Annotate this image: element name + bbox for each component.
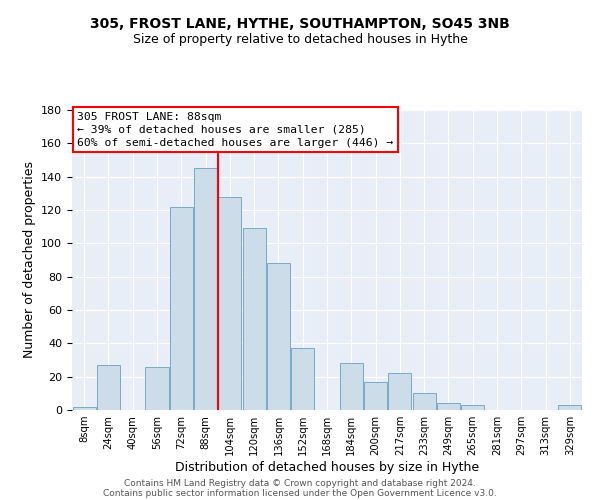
- Text: Size of property relative to detached houses in Hythe: Size of property relative to detached ho…: [133, 32, 467, 46]
- Text: Contains public sector information licensed under the Open Government Licence v3: Contains public sector information licen…: [103, 488, 497, 498]
- Bar: [364, 382, 387, 410]
- Bar: [145, 366, 169, 410]
- Bar: [194, 168, 217, 410]
- Y-axis label: Number of detached properties: Number of detached properties: [23, 162, 35, 358]
- Bar: [437, 404, 460, 410]
- X-axis label: Distribution of detached houses by size in Hythe: Distribution of detached houses by size …: [175, 461, 479, 474]
- Bar: [340, 364, 363, 410]
- Text: Contains HM Land Registry data © Crown copyright and database right 2024.: Contains HM Land Registry data © Crown c…: [124, 478, 476, 488]
- Bar: [242, 228, 266, 410]
- Bar: [97, 365, 120, 410]
- Bar: [267, 264, 290, 410]
- Bar: [559, 405, 581, 410]
- Bar: [218, 196, 241, 410]
- Bar: [413, 394, 436, 410]
- Bar: [388, 374, 412, 410]
- Text: 305, FROST LANE, HYTHE, SOUTHAMPTON, SO45 3NB: 305, FROST LANE, HYTHE, SOUTHAMPTON, SO4…: [90, 18, 510, 32]
- Text: 305 FROST LANE: 88sqm
← 39% of detached houses are smaller (285)
60% of semi-det: 305 FROST LANE: 88sqm ← 39% of detached …: [77, 112, 394, 148]
- Bar: [170, 206, 193, 410]
- Bar: [291, 348, 314, 410]
- Bar: [461, 405, 484, 410]
- Bar: [73, 406, 95, 410]
